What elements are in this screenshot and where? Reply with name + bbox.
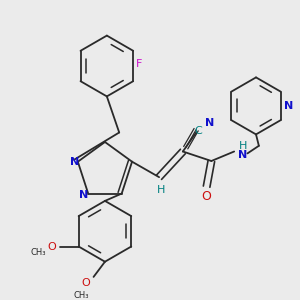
Text: N: N: [70, 157, 80, 167]
Text: N: N: [284, 101, 293, 111]
Text: H: H: [238, 141, 247, 151]
Text: F: F: [136, 59, 142, 69]
Text: H: H: [157, 184, 165, 194]
Text: CH₃: CH₃: [31, 248, 46, 257]
Text: N: N: [238, 150, 247, 160]
Text: O: O: [82, 278, 90, 288]
Text: O: O: [48, 242, 56, 251]
Text: N: N: [205, 118, 214, 128]
Text: CH₃: CH₃: [74, 291, 89, 300]
Text: N: N: [79, 190, 88, 200]
Text: C: C: [194, 126, 202, 136]
Text: O: O: [202, 190, 212, 203]
